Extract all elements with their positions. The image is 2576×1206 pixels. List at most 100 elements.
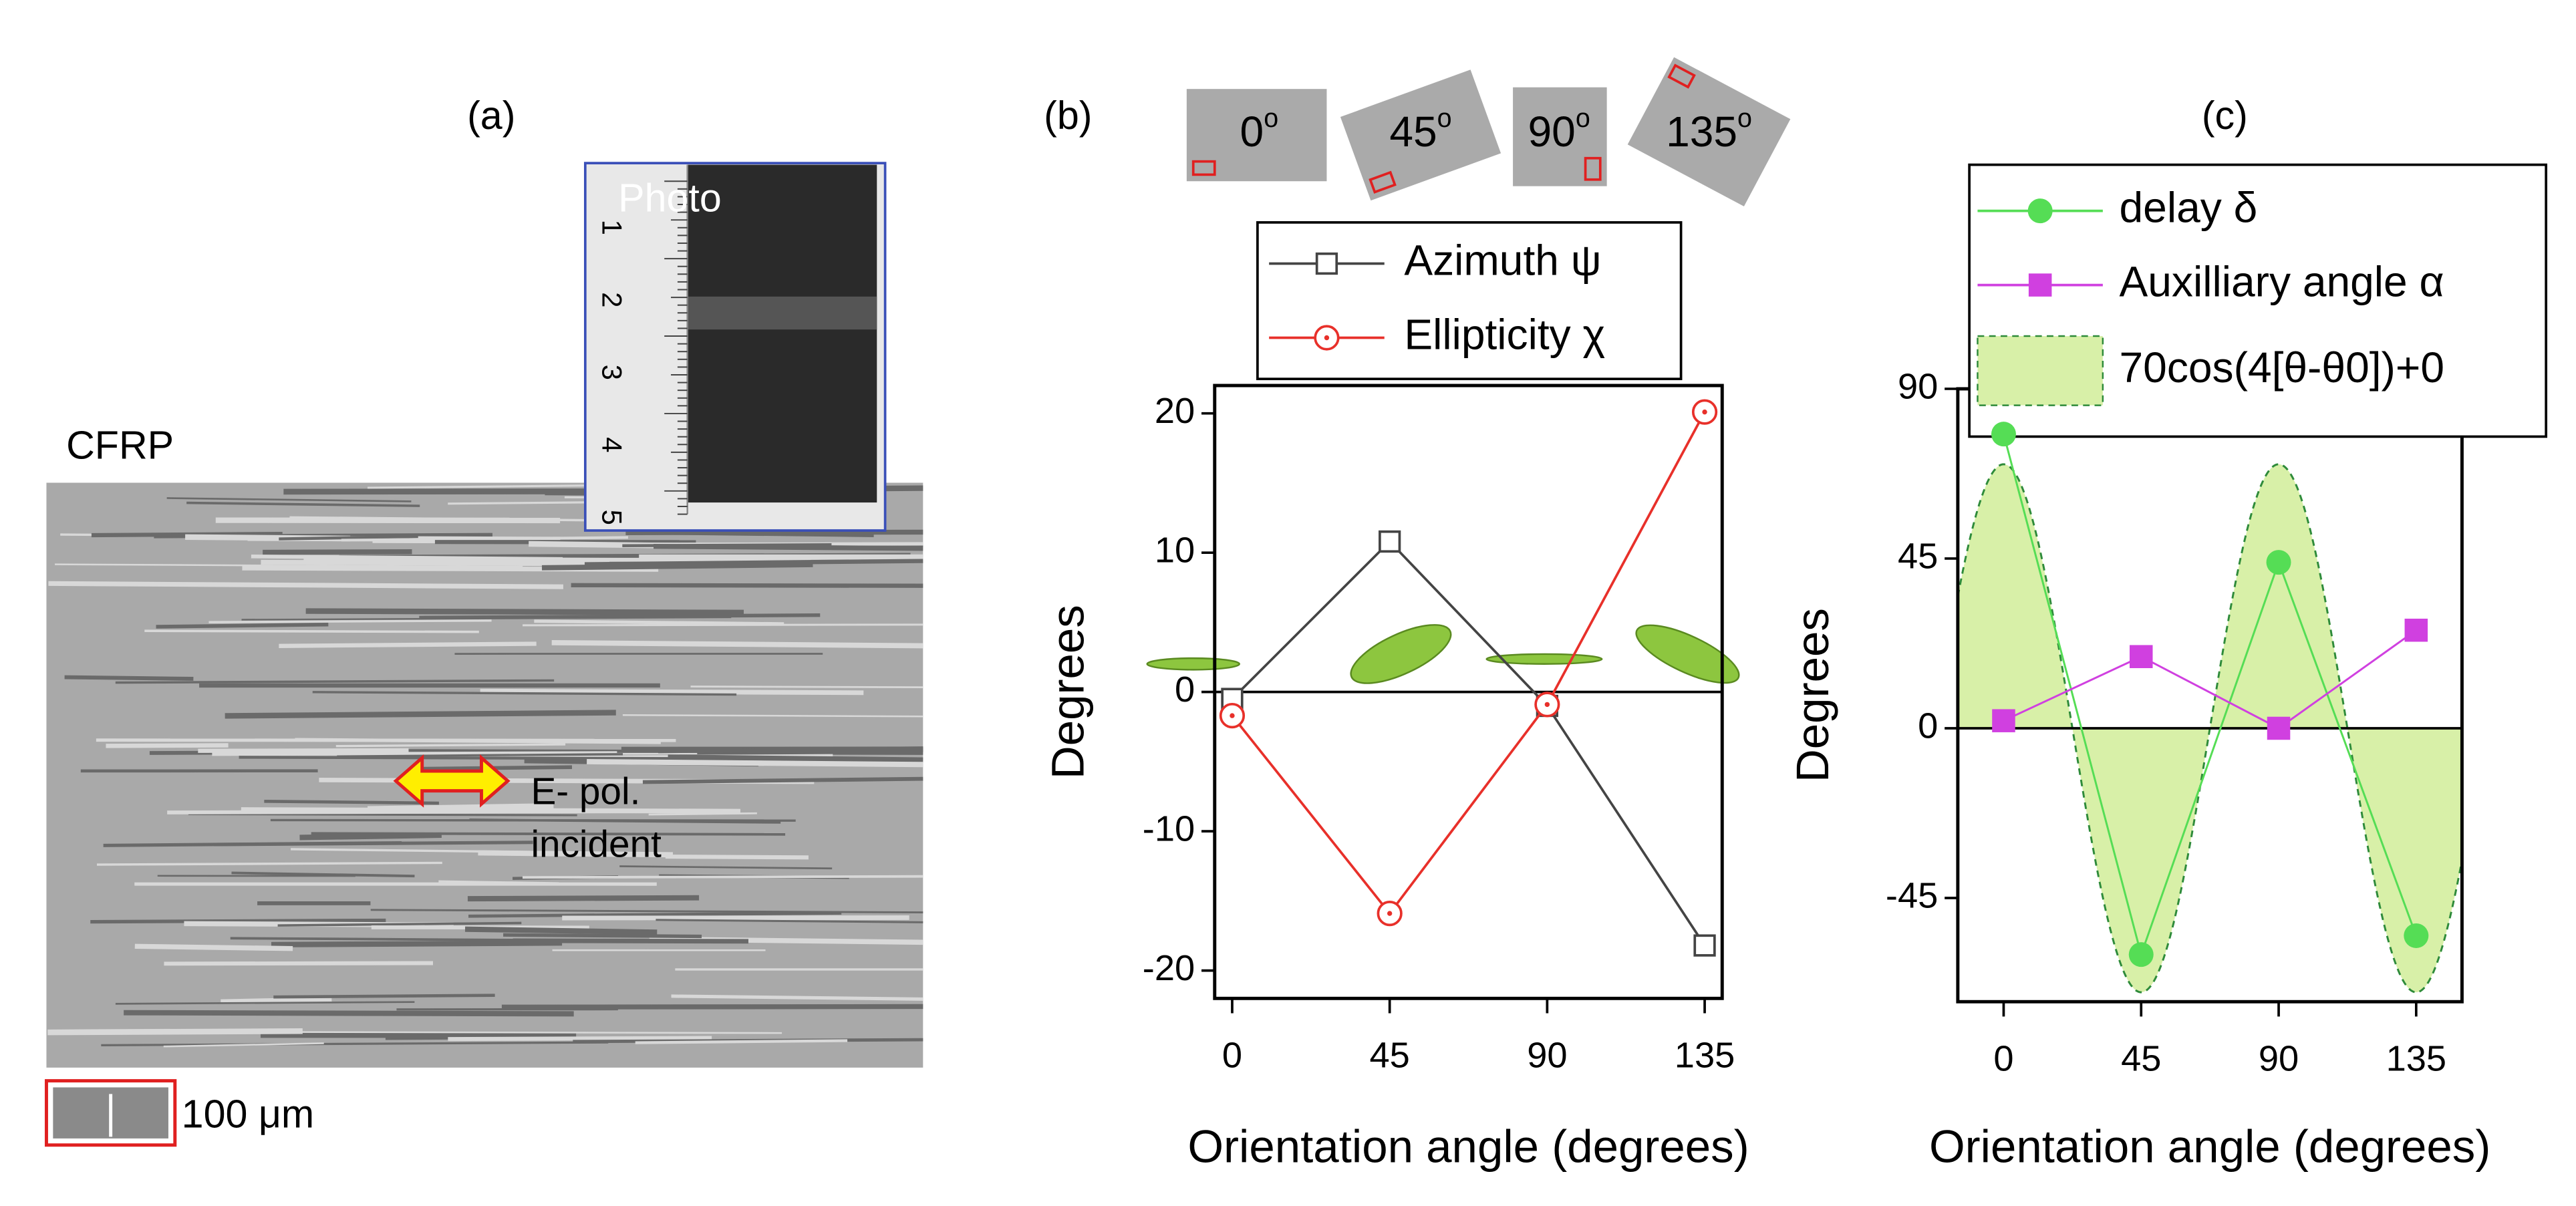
fiber [503,933,702,939]
y-tick-label: 0 [1175,669,1195,710]
marker [1379,530,1401,553]
series-line [1231,539,1706,947]
fiber [188,812,577,816]
fiber-texture [47,483,923,1048]
ruler-label: 5 [597,510,628,525]
polarization-ellipses [1146,624,1740,684]
fiber [134,943,293,951]
marker [2267,716,2291,740]
marker-dot [1230,713,1235,718]
degree-sign: o [1576,104,1590,133]
x-tick-label: 45 [2121,1038,2161,1078]
fiber [208,619,492,623]
panel-label: (a) [467,93,515,138]
sample-angle: 90o [1528,104,1590,156]
fiber [47,1028,303,1036]
fiber [656,919,923,923]
x-tick-label: 135 [1675,1035,1735,1075]
ruler-label: 2 [597,292,628,307]
fiber [619,865,833,870]
fiber [246,1031,782,1034]
fiber [467,895,700,902]
ruler-label: 3 [597,365,628,380]
angle: 135 [1666,108,1737,156]
y-axis-label: Degrees [1041,605,1093,779]
fiber [305,608,744,616]
fiber [261,559,609,567]
legend-box [1256,221,1683,380]
x-axis-label: Orientation angle (degrees) [1929,1120,2490,1172]
marker [2129,645,2153,668]
y-tick-label: -10 [1143,808,1195,849]
x-tick-label: 0 [1993,1038,2013,1078]
fiber [541,562,813,571]
inset-label: Photo [618,175,722,220]
fiber [186,501,420,507]
fiber [164,961,433,966]
fiber [124,1010,574,1017]
fiber [478,850,674,858]
fiber [115,1001,415,1005]
fiber [312,691,737,696]
fiber [534,619,784,626]
marker [2128,942,2154,967]
legend-marker-dot [1324,335,1330,341]
fiber [654,544,923,551]
marker-dot [1387,911,1393,916]
fiber [214,841,533,847]
angle: 90 [1528,108,1576,156]
fiber [648,812,757,816]
y-tick-label: 45 [1898,536,1938,576]
fiber [239,756,808,761]
fiber [464,926,658,935]
x-tick-label: 45 [1369,1035,1409,1075]
arrow-label: incident [531,823,662,865]
fiber [198,748,409,753]
y-tick-label: 0 [1918,706,1938,746]
y-tick-label: 10 [1155,531,1195,571]
legend-label: Azimuth ψ [1404,236,1601,284]
fiber [166,497,412,502]
legend-marker [2027,198,2053,224]
y-axis-label: Degrees [1786,608,1838,782]
fiber [419,613,821,620]
fiber [551,639,923,649]
fiber [163,1042,324,1048]
fiber [468,911,842,918]
fiber [370,909,923,913]
fiber [96,738,676,742]
fiber [279,535,418,541]
series-line [1231,411,1706,916]
legend-label: Ellipticity χ [1404,310,1605,358]
degree-sign: o [1264,104,1278,133]
fiber [90,918,386,924]
fiber [48,581,563,589]
fiber [690,686,923,689]
fiber [264,800,439,805]
x-tick-label: 0 [1222,1035,1242,1075]
fiber [480,688,864,696]
marker [1693,934,1716,957]
marker [1992,709,2015,732]
chart: (c) 90 45 0 -45 0 45 90 135 Orientation angle (de… [1786,93,2548,1172]
arrow-label: E- pol. [531,771,640,813]
legend-label: delay δ [2120,184,2258,232]
fiber [156,623,329,629]
series-line [2003,434,2418,958]
x-tick-label: 90 [1527,1035,1567,1075]
ruler-label: 4 [597,437,628,452]
y-tick-label: 20 [1155,391,1195,431]
fiber [101,1041,609,1046]
marker [2266,550,2291,575]
marker-dot [1544,702,1550,708]
fiber [273,994,495,999]
x-tick-label: 135 [2386,1038,2447,1078]
fiber [279,641,537,648]
legend-label: Auxilliary angle α [2120,258,2444,306]
fiber [658,746,923,754]
legend-swatch [1977,335,2104,406]
sample-angle: 135o [1666,104,1752,156]
fiber [642,776,923,784]
sample-angle: 0o [1240,104,1279,156]
